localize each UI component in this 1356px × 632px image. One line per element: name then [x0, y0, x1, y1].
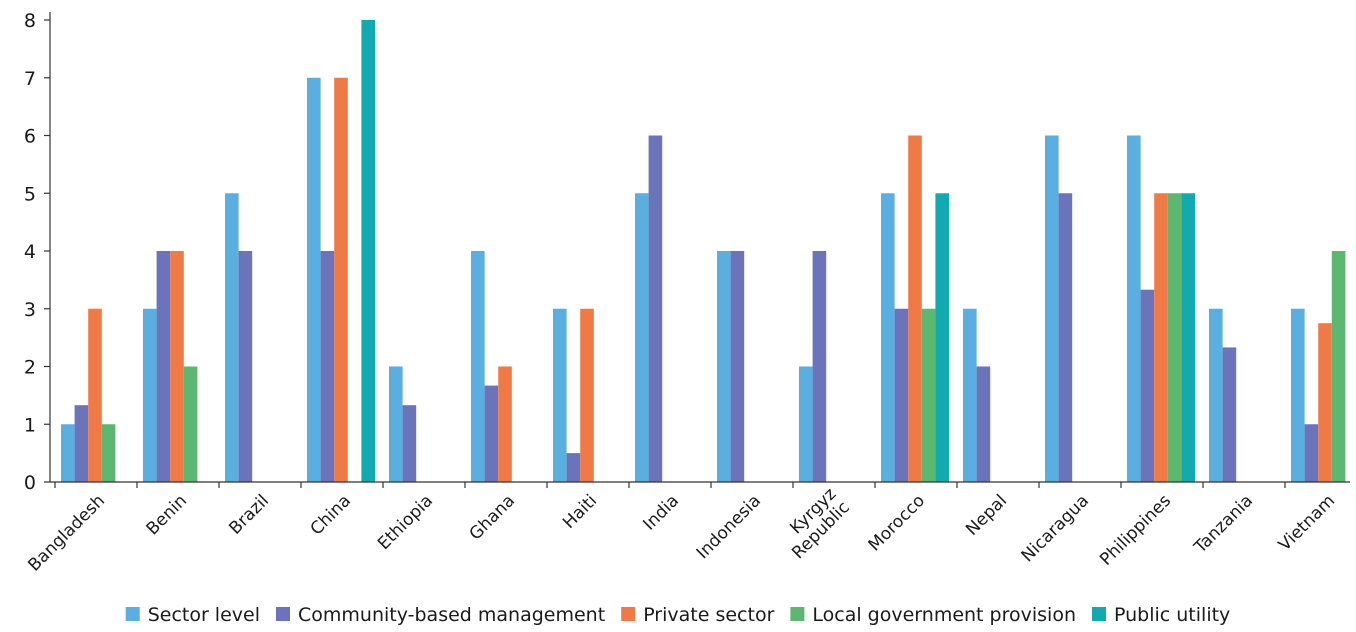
- x-tick-label: Indonesia: [693, 491, 765, 563]
- legend: Sector level Community-based management Pr…: [125, 604, 1230, 626]
- x-tick-label: Nicaragua: [1018, 491, 1093, 566]
- bar-benin-sector-level: [143, 308, 157, 482]
- x-tick-label: Brazil: [225, 491, 273, 539]
- x-tick-labels: Bangladesh Benin Brazil China Ethiopia Ghana H…: [24, 484, 1339, 575]
- bar-india-community-based-management: [648, 135, 663, 482]
- bar-vietnam-private-sector: [1318, 323, 1332, 482]
- bar-morocco-sector-level: [881, 193, 895, 482]
- x-tick-label: Tanzania: [1190, 491, 1257, 558]
- x-tick-label: Haiti: [559, 491, 601, 533]
- y-tick-labels: 0 1 2 3 4 5 6 7 8: [24, 10, 36, 494]
- y-tick-label: 2: [24, 357, 36, 379]
- y-tick-label: 7: [24, 68, 36, 90]
- x-tick-label: Nepal: [962, 491, 1011, 540]
- legend-swatch-private-sector: [621, 607, 636, 621]
- bar-benin-community-based-management: [156, 251, 171, 482]
- bar-haiti-sector-level: [553, 308, 567, 482]
- bar-ghana-private-sector: [498, 366, 512, 482]
- x-tick-label: Bangladesh: [24, 491, 109, 576]
- y-tick-label: 3: [24, 299, 36, 321]
- y-tick-label: 8: [24, 10, 36, 32]
- x-tick-label: Ethiopia: [374, 491, 437, 554]
- bar-vietnam-local-government-provision: [1331, 251, 1346, 482]
- y-tick-label: 5: [24, 183, 36, 205]
- bar-benin-local-government-provision: [183, 366, 198, 482]
- legend-label: Sector level: [148, 604, 260, 626]
- bars-layer: [61, 20, 1346, 483]
- bar-philippines-private-sector: [1154, 193, 1168, 482]
- bar-kyrgyz-republic-community-based-management: [812, 251, 827, 482]
- bar-philippines-public-utility: [1181, 193, 1195, 482]
- x-tick-label: China: [307, 491, 355, 539]
- bar-vietnam-community-based-management: [1304, 424, 1319, 482]
- bar-china-community-based-management: [320, 251, 335, 482]
- bar-ghana-sector-level: [471, 251, 485, 482]
- bar-nicaragua-community-based-management: [1058, 193, 1073, 482]
- legend-label: Public utility: [1114, 604, 1230, 626]
- bar-china-public-utility: [361, 20, 375, 482]
- y-tick-label: 0: [24, 472, 36, 494]
- bar-indonesia-community-based-management: [730, 251, 745, 482]
- bar-indonesia-sector-level: [717, 251, 731, 482]
- bar-ghana-community-based-management: [484, 385, 499, 482]
- legend-swatch-public-utility: [1092, 607, 1106, 621]
- x-tick-label: Philippines: [1096, 491, 1175, 570]
- legend-label: Local government provision: [812, 604, 1076, 626]
- bar-morocco-local-government-provision: [921, 308, 936, 482]
- bar-ethiopia-sector-level: [389, 366, 403, 482]
- bar-ethiopia-community-based-management: [402, 405, 417, 482]
- bar-india-sector-level: [635, 193, 649, 482]
- bar-bangladesh-private-sector: [88, 308, 102, 482]
- x-tick-label: Ghana: [466, 491, 519, 544]
- x-tick-label: KyrgyzRepublic: [775, 484, 854, 563]
- bar-nicaragua-sector-level: [1045, 135, 1059, 482]
- bar-philippines-sector-level: [1127, 135, 1141, 482]
- bar-brazil-sector-level: [225, 193, 239, 482]
- bar-bangladesh-sector-level: [61, 424, 75, 482]
- legend-label: Private sector: [643, 604, 774, 626]
- bar-morocco-community-based-management: [894, 308, 909, 482]
- y-tick-label: 4: [24, 241, 36, 263]
- bar-vietnam-sector-level: [1291, 308, 1305, 482]
- bar-haiti-community-based-management: [566, 453, 581, 483]
- legend-label: Community-based management: [298, 604, 605, 626]
- bar-tanzania-community-based-management: [1222, 347, 1237, 482]
- bar-brazil-community-based-management: [238, 251, 253, 482]
- y-tick-label: 6: [24, 126, 36, 148]
- bar-benin-private-sector: [170, 251, 184, 482]
- legend-swatch-sector-level: [125, 607, 140, 621]
- bar-morocco-public-utility: [935, 193, 949, 482]
- bar-bangladesh-community-based-management: [74, 405, 89, 482]
- x-tick-label: Morocco: [865, 491, 929, 555]
- bar-kyrgyz-republic-sector-level: [799, 366, 813, 482]
- legend-swatch-community-based-management: [276, 607, 290, 621]
- bar-philippines-local-government-provision: [1167, 193, 1182, 482]
- bar-nepal-sector-level: [963, 308, 977, 482]
- bar-china-private-sector: [334, 77, 348, 482]
- bar-nepal-community-based-management: [976, 366, 991, 482]
- x-tick-label: Benin: [143, 491, 191, 539]
- legend-swatch-local-government-provision: [790, 607, 805, 621]
- x-tick-label: Vietnam: [1275, 491, 1339, 555]
- bar-tanzania-sector-level: [1209, 308, 1223, 482]
- bar-bangladesh-local-government-provision: [101, 424, 116, 482]
- bar-china-sector-level: [307, 77, 321, 482]
- axes-layer: [44, 12, 1350, 488]
- bar-philippines-community-based-management: [1140, 289, 1155, 482]
- y-tick-label: 1: [24, 414, 36, 436]
- bar-morocco-private-sector: [908, 135, 922, 482]
- x-tick-label: India: [639, 491, 683, 535]
- bar-haiti-private-sector: [580, 308, 594, 482]
